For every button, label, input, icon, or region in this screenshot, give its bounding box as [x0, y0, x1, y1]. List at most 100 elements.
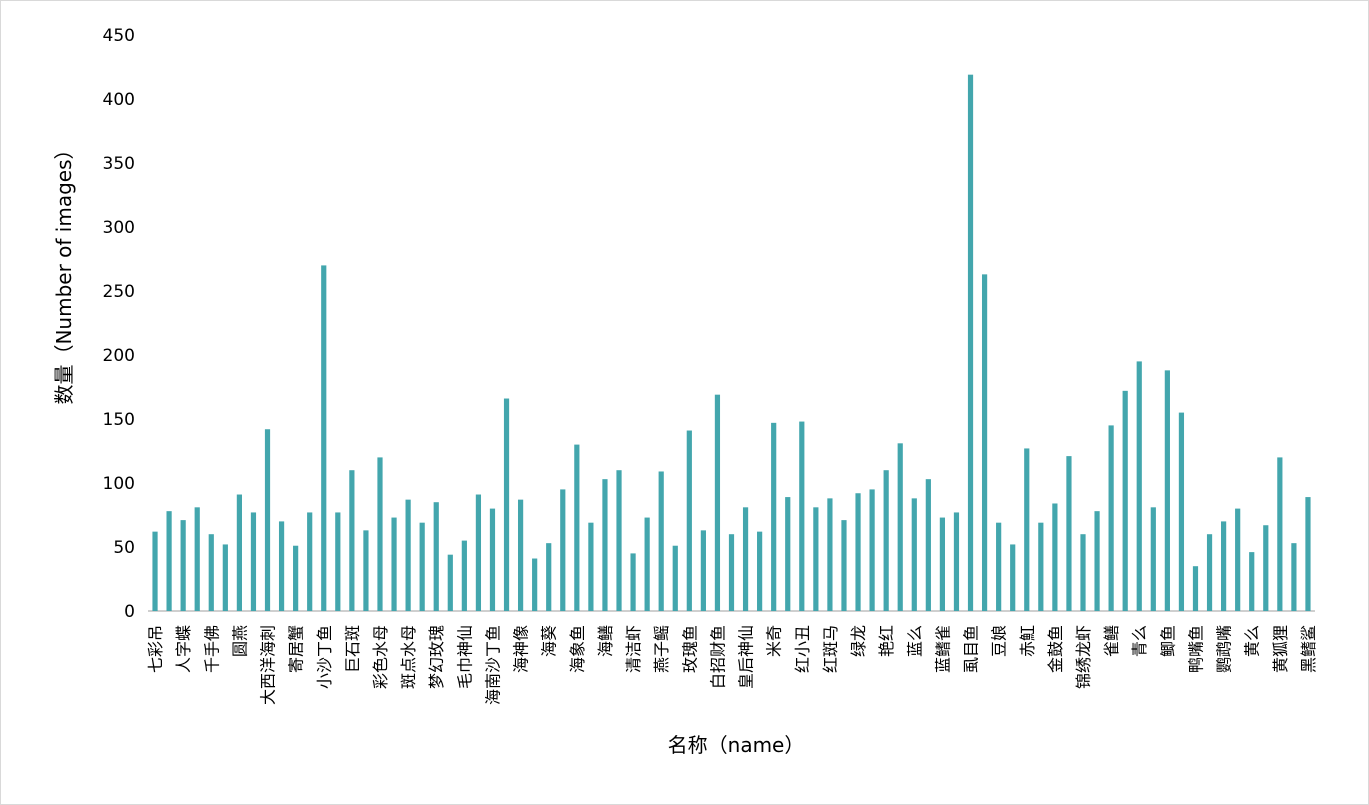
bar [503, 398, 510, 611]
x-tick-label: 海神像 [512, 625, 531, 673]
bar [602, 479, 608, 611]
x-tick-label: 千手佛 [202, 625, 221, 673]
bar [363, 530, 369, 611]
bar [1150, 507, 1156, 611]
x-tick-label: 豆娘 [990, 625, 1009, 657]
x-tick-label: 毛巾神仙 [455, 625, 474, 689]
bar [1291, 543, 1297, 611]
x-tick-label: 海象鱼 [568, 625, 587, 673]
x-tick-label: 青么 [1130, 625, 1149, 657]
bar [1249, 552, 1255, 611]
x-tick-label: 红小丑 [793, 625, 812, 673]
bar [742, 507, 749, 611]
bar [264, 429, 271, 611]
bar [897, 443, 903, 611]
bar [1277, 457, 1283, 611]
bar [1235, 508, 1241, 611]
bar [757, 531, 763, 611]
bar [1122, 390, 1128, 611]
bar [461, 540, 467, 611]
x-tick-label: 大西洋海刺 [259, 625, 278, 705]
x-tick-label: 海鳝 [596, 625, 615, 657]
bar [967, 74, 974, 612]
y-tick-label: 100 [103, 474, 135, 494]
x-tick-label: 蓝么 [905, 625, 924, 657]
x-tick-label: 玫瑰鱼 [680, 625, 699, 673]
bar [208, 534, 214, 611]
bar [588, 522, 594, 611]
x-tick-label: 皇后神仙 [737, 625, 756, 689]
bar [321, 265, 327, 611]
bar [194, 507, 200, 611]
x-tick-label: 黄么 [1243, 625, 1262, 657]
bar [222, 544, 228, 611]
y-tick-label: 150 [103, 410, 135, 430]
bar [686, 430, 692, 611]
y-axis-title: 数量（Number of images） [52, 139, 76, 404]
x-tick-label: 巨石斑 [343, 625, 362, 673]
bar [475, 494, 482, 611]
bar [377, 457, 383, 611]
x-tick-label: 黑鳍鲨 [1299, 625, 1318, 673]
bar [981, 274, 988, 611]
x-tick-label: 锦绣龙虾 [1074, 625, 1093, 689]
y-tick-label: 400 [103, 90, 135, 110]
bar [883, 470, 889, 611]
x-tick-label: 黄狐狸 [1271, 625, 1290, 673]
bar [1136, 361, 1142, 611]
x-tick-label: 寄居蟹 [287, 625, 306, 673]
bar [307, 512, 313, 611]
x-tick-label: 金鼓鱼 [1046, 625, 1065, 673]
bar [827, 498, 833, 611]
bar [152, 531, 158, 611]
bar [771, 422, 777, 611]
bar [1080, 534, 1086, 611]
y-tick-label: 350 [103, 154, 135, 174]
x-tick-label: 海葵 [540, 625, 559, 657]
bar [489, 508, 496, 611]
x-tick-label: 海南沙丁鱼 [483, 625, 502, 705]
bar [630, 553, 636, 611]
bar [278, 521, 285, 611]
bar [1221, 521, 1227, 611]
x-tick-label: 艳红 [877, 625, 896, 657]
bar [953, 512, 960, 611]
bar [855, 493, 861, 611]
bar [658, 471, 664, 611]
bar [391, 517, 397, 611]
bar [236, 494, 242, 611]
y-tick-label: 200 [103, 346, 135, 366]
x-tick-label: 绿龙 [849, 625, 868, 657]
bar [1192, 566, 1199, 611]
bar [250, 512, 257, 611]
bar [644, 517, 650, 611]
bar [1164, 370, 1170, 611]
bar [1024, 448, 1030, 611]
x-tick-label: 梦幻玫瑰 [427, 625, 446, 689]
bar [785, 497, 791, 611]
x-tick-label: 白招财鱼 [708, 625, 727, 689]
bar [1305, 497, 1311, 611]
y-tick-label: 0 [124, 602, 135, 622]
bar [841, 520, 847, 611]
bar [714, 394, 721, 611]
bar [996, 522, 1002, 611]
bar [419, 522, 425, 611]
x-tick-label: 蓝鳍雀 [933, 625, 952, 673]
x-tick-label: 雀鳝 [1102, 625, 1121, 657]
x-tick-label: 圆燕 [230, 625, 249, 657]
bar [1052, 503, 1058, 611]
bar [1263, 525, 1269, 611]
bar [349, 470, 355, 611]
x-axis-title: 名称（name） [668, 733, 805, 757]
bar [869, 489, 875, 611]
y-tick-label: 450 [103, 26, 135, 46]
x-tick-label: 鲫鱼 [1158, 625, 1177, 657]
bar [1066, 456, 1072, 611]
x-tick-label: 人字蝶 [174, 625, 193, 673]
bar [517, 499, 524, 611]
y-tick-label: 250 [103, 282, 135, 302]
bar [813, 507, 819, 611]
